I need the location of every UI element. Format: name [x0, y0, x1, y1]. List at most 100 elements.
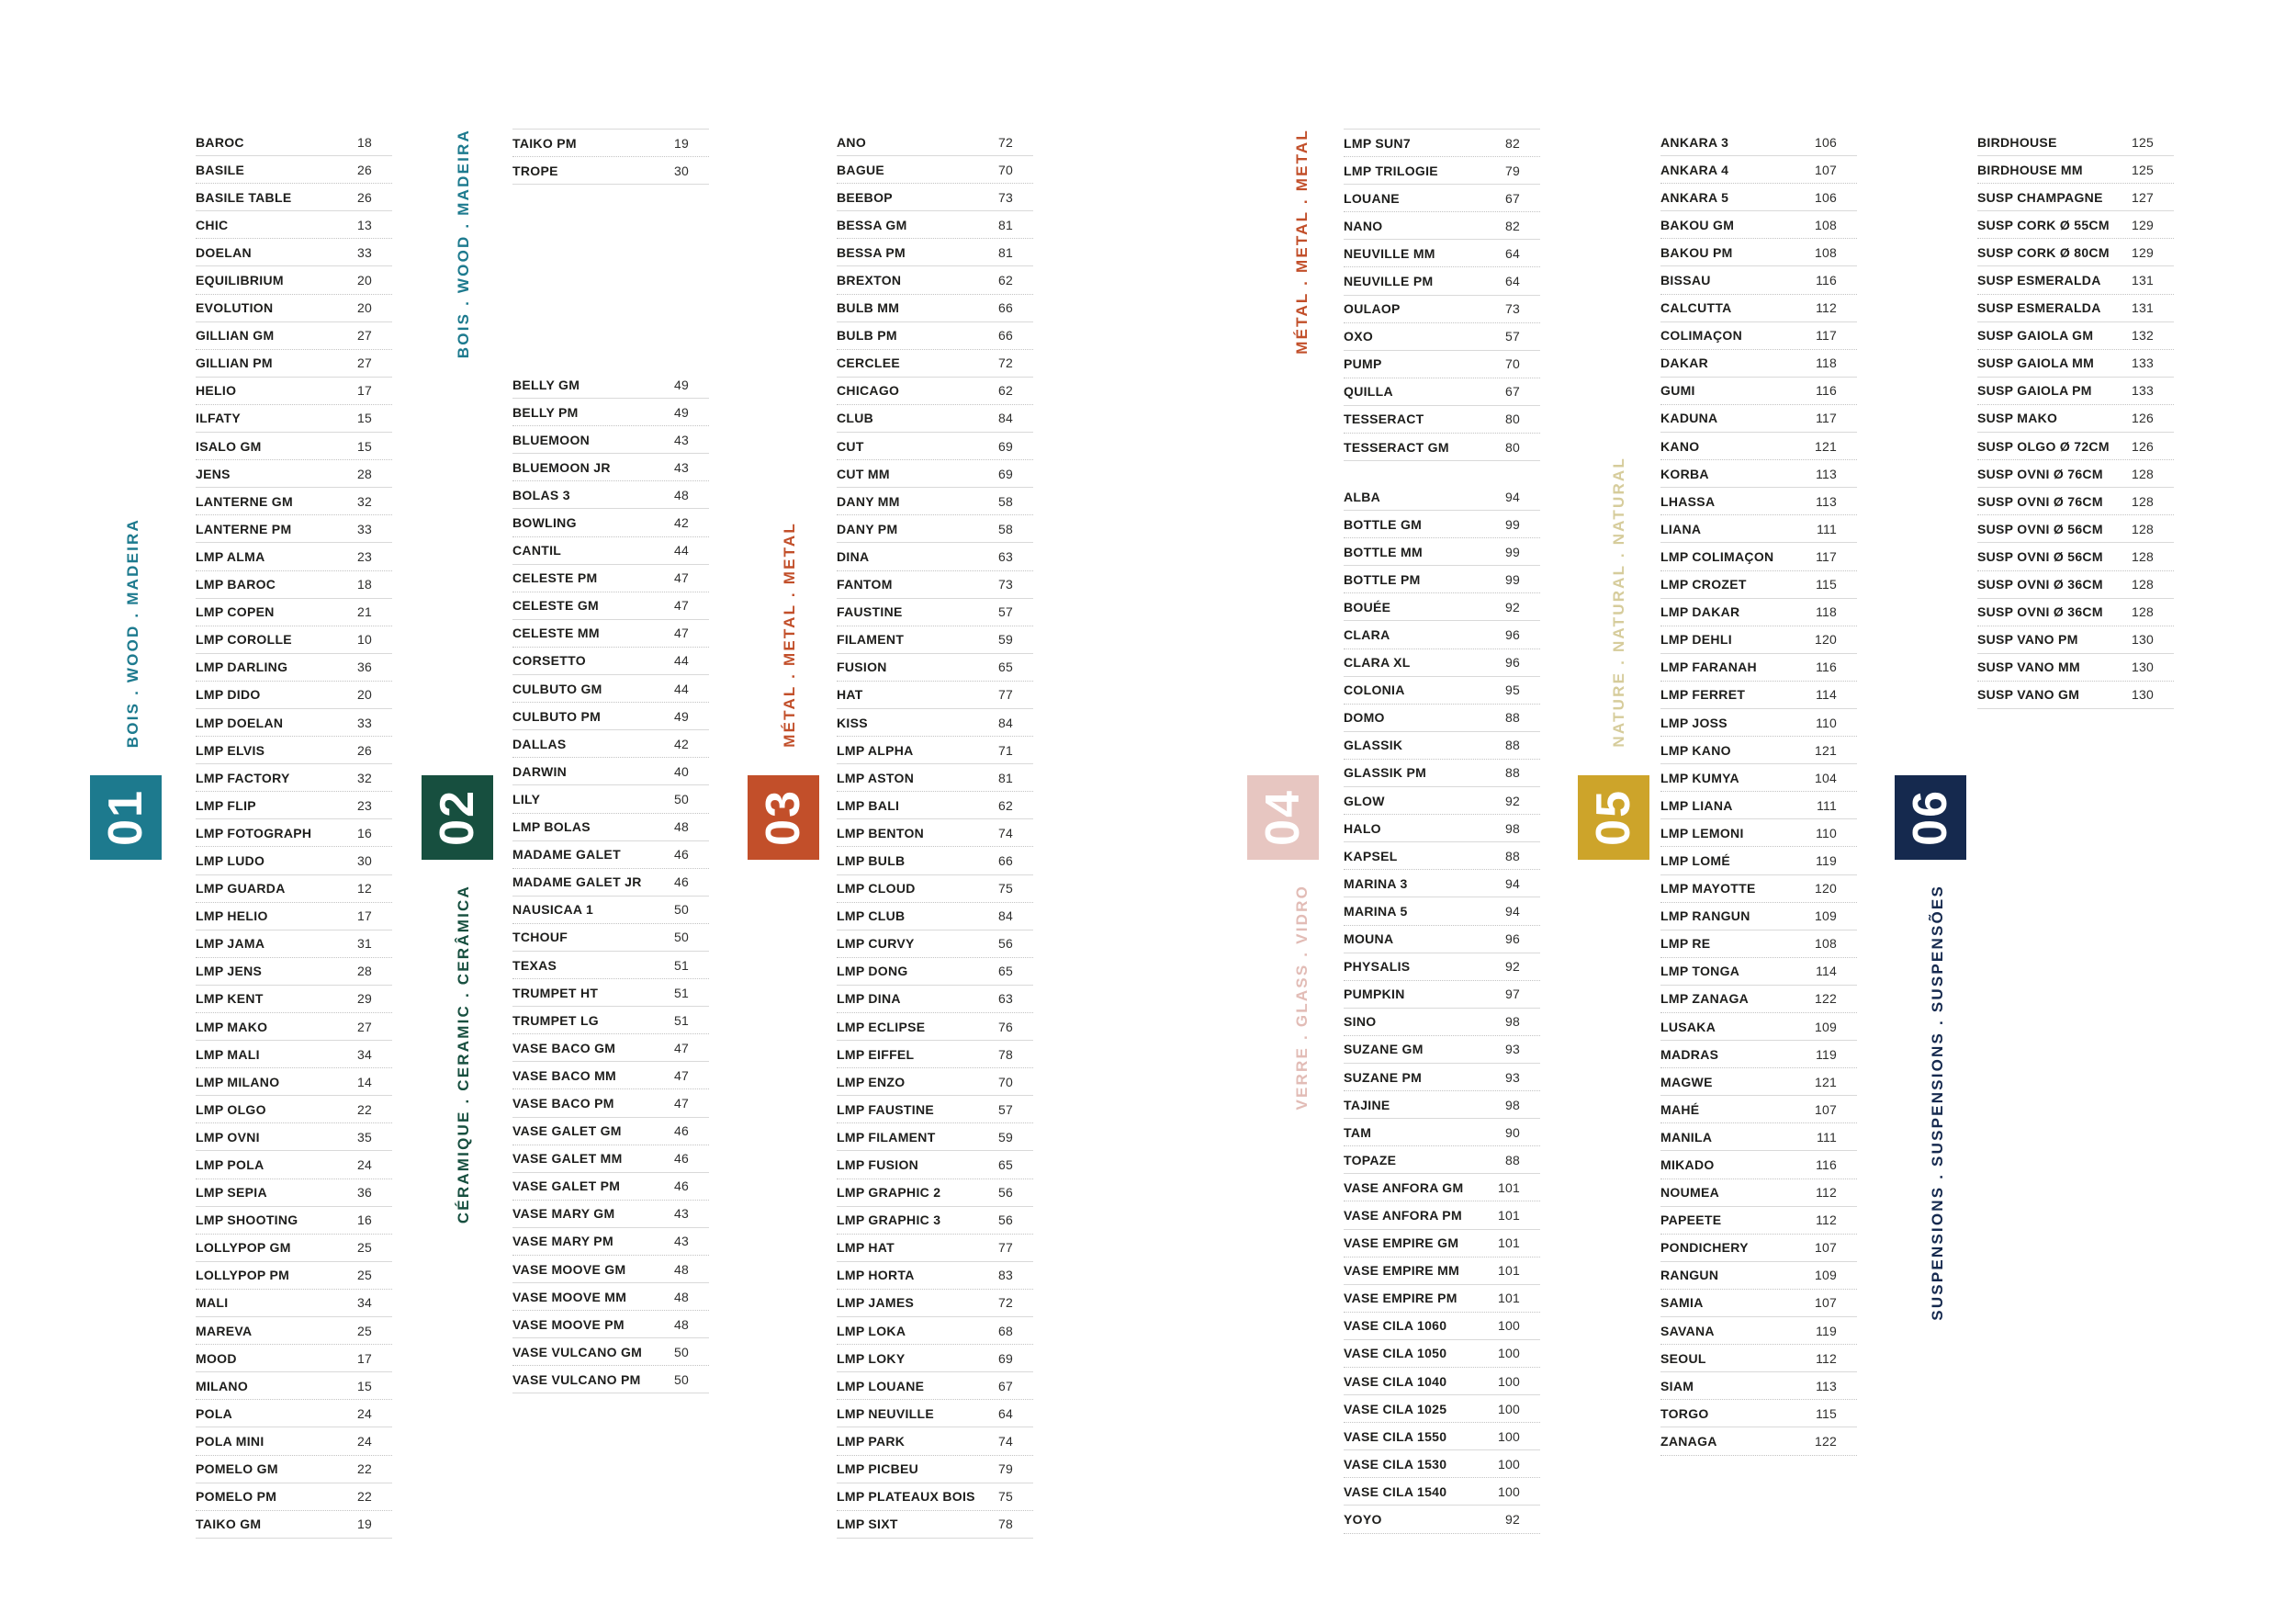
product-row: VASE CILA 1530 100 [1344, 1450, 1540, 1479]
product-row: CORSETTO 44 [512, 648, 709, 676]
product-page-number: 126 [2132, 438, 2154, 454]
product-row: LMP COLIMAÇON 117 [1660, 543, 1857, 571]
product-page-number: 15 [357, 438, 372, 454]
product-row: NEUVILLE PM 64 [1344, 267, 1540, 296]
product-row: LIANA 111 [1660, 515, 1857, 544]
product-page-number: 46 [674, 1123, 689, 1139]
product-page-number: 17 [357, 908, 372, 924]
product-row: LOUANE 67 [1344, 185, 1540, 213]
product-page-number: 51 [674, 1012, 689, 1028]
product-page-number: 64 [1505, 274, 1520, 289]
product-page-number: 125 [2132, 162, 2154, 177]
product-row: ANKARA 5 106 [1660, 184, 1857, 212]
product-page-number: 42 [674, 736, 689, 751]
product-row: LMP PICBEU 79 [837, 1456, 1033, 1483]
product-page-number: 131 [2132, 300, 2154, 316]
product-name: SAMIA [1660, 1295, 1704, 1311]
product-page-number: 56 [998, 936, 1013, 952]
product-row: NAUSICAA 1 50 [512, 897, 709, 924]
product-name: LMP FARANAH [1660, 660, 1757, 675]
product-name: BAKOU PM [1660, 244, 1733, 260]
product-row: LMP EIFFEL 78 [837, 1041, 1033, 1069]
product-row: EQUILIBRIUM 20 [196, 266, 392, 295]
product-name: CLUB [837, 411, 874, 426]
product-name: DANY PM [837, 521, 898, 536]
product-page-number: 69 [998, 1350, 1013, 1366]
product-page-number: 110 [1816, 825, 1837, 840]
product-name: TROPE [512, 163, 558, 178]
product-page-number: 111 [1817, 1129, 1837, 1145]
product-name: TAJINE [1344, 1097, 1390, 1112]
product-row: CELESTE PM 47 [512, 565, 709, 592]
product-row: LMP GUARDA 12 [196, 875, 392, 903]
product-name: LMP LEMONI [1660, 825, 1744, 840]
product-page-number: 122 [1815, 991, 1837, 1007]
product-page-number: 116 [1816, 1157, 1837, 1173]
product-name: LMP FILAMENT [837, 1129, 936, 1145]
product-page-number: 128 [2132, 548, 2154, 564]
product-name: BASILE TABLE [196, 189, 292, 205]
product-row: TAJINE 98 [1344, 1091, 1540, 1120]
product-row: LMP KUMYA 104 [1660, 764, 1857, 793]
product-page-number: 77 [998, 687, 1013, 703]
product-row: LMP GRAPHIC 3 56 [837, 1207, 1033, 1235]
product-row: LOLLYPOP GM 25 [196, 1235, 392, 1262]
product-row: DOELAN 33 [196, 239, 392, 267]
product-row: VASE GALET MM 46 [512, 1145, 709, 1173]
product-page-number: 44 [674, 681, 689, 696]
product-page-number: 62 [998, 383, 1013, 399]
product-page-number: 78 [998, 1046, 1013, 1062]
product-row: BISSAU 116 [1660, 266, 1857, 295]
product-page-number: 100 [1498, 1318, 1520, 1334]
product-name: SEOUL [1660, 1350, 1706, 1366]
product-name: BIRDHOUSE MM [1977, 162, 2083, 177]
product-row: LMP MAYOTTE 120 [1660, 875, 1857, 903]
product-page-number: 115 [1816, 577, 1837, 592]
product-row: LMP FERRET 114 [1660, 682, 1857, 709]
product-name: BESSA GM [837, 217, 907, 232]
product-page-number: 120 [1815, 632, 1837, 648]
product-row: CULBUTO PM 49 [512, 703, 709, 731]
product-row: BAKOU PM 108 [1660, 239, 1857, 267]
product-name: CLARA [1344, 627, 1390, 643]
product-name: BLUEMOON [512, 432, 591, 447]
product-name: MADRAS [1660, 1046, 1719, 1062]
product-page-number: 58 [998, 493, 1013, 509]
product-page-number: 30 [674, 163, 689, 178]
product-page-number: 73 [998, 577, 1013, 592]
section-title-ceramic: CÉRAMIQUE . CERAMIC . CERÂMICA [455, 885, 472, 1224]
product-row: LMP ALMA 23 [196, 543, 392, 571]
product-name: TCHOUF [512, 930, 568, 945]
product-name: ANKARA 5 [1660, 189, 1729, 205]
product-row: CERCLEE 72 [837, 350, 1033, 378]
product-name: LMP COROLLE [196, 632, 292, 648]
product-page-number: 46 [674, 847, 689, 863]
product-row: SAMIA 107 [1660, 1290, 1857, 1318]
product-name: BOTTLE GM [1344, 516, 1423, 532]
product-row: VASE CILA 1025 100 [1344, 1395, 1540, 1424]
product-page-number: 92 [1505, 599, 1520, 615]
product-name: ZANAGA [1660, 1433, 1717, 1449]
product-name: VASE EMPIRE MM [1344, 1263, 1460, 1279]
product-page-number: 112 [1816, 1185, 1837, 1201]
product-row: KORBA 113 [1660, 460, 1857, 489]
product-name: FUSION [837, 660, 887, 675]
product-name: LOUANE [1344, 190, 1400, 206]
product-page-number: 15 [357, 411, 372, 426]
product-row: SINO 98 [1344, 1009, 1540, 1036]
product-name: SUSP ESMERALDA [1977, 273, 2101, 288]
product-row: BOLAS 3 48 [512, 481, 709, 510]
product-row: LOLLYPOP PM 25 [196, 1262, 392, 1290]
product-name: NANO [1344, 218, 1383, 233]
product-page-number: 30 [357, 852, 372, 868]
product-row: MADAME GALET JR 46 [512, 869, 709, 897]
product-name: LMP CURVY [837, 936, 915, 952]
product-row: SUZANE GM 93 [1344, 1036, 1540, 1064]
product-row: BELLY PM 49 [512, 399, 709, 427]
product-row: CUT 69 [837, 433, 1033, 461]
product-page-number: 10 [357, 632, 372, 648]
product-row: VASE CILA 1050 100 [1344, 1340, 1540, 1368]
product-page-number: 72 [998, 1295, 1013, 1311]
product-row: EVOLUTION 20 [196, 295, 392, 322]
product-page-number: 71 [998, 742, 1013, 758]
